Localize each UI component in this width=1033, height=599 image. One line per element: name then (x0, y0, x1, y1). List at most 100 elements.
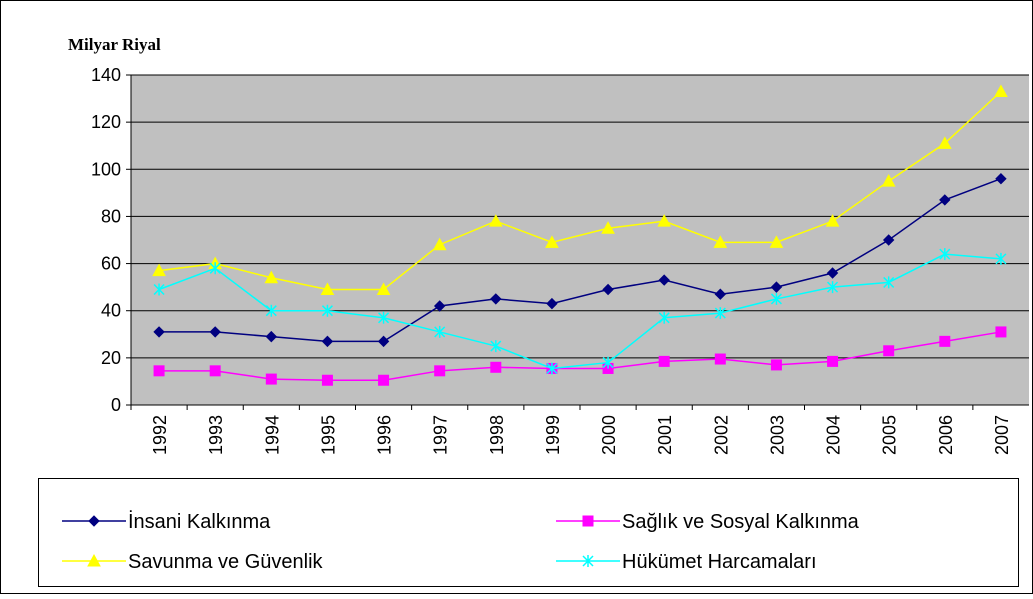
x-tick-label: 1997 (431, 415, 451, 455)
marker (939, 248, 951, 261)
marker (714, 353, 726, 365)
marker (378, 311, 390, 324)
marker (209, 365, 221, 377)
marker (321, 374, 333, 386)
series-line (158, 90, 1002, 291)
marker (714, 288, 727, 300)
marker (770, 359, 782, 371)
marker (939, 335, 951, 347)
marker (827, 355, 839, 367)
marker (490, 340, 502, 353)
marker (265, 304, 277, 317)
x-tick-label: 1995 (318, 415, 338, 455)
marker (490, 293, 502, 305)
marker (582, 555, 594, 567)
marker (883, 276, 895, 289)
x-tick-label: 2007 (992, 415, 1012, 455)
legend-label: Hükümet Harcamaları (622, 551, 817, 573)
marker (546, 362, 558, 375)
marker (995, 252, 1007, 265)
marker (770, 292, 782, 305)
marker (433, 300, 446, 312)
marker (321, 304, 333, 317)
x-tick-label: 1994 (262, 415, 282, 455)
marker (995, 326, 1007, 338)
x-tick-label: 1996 (375, 415, 395, 455)
marker (87, 553, 101, 567)
marker (434, 365, 446, 377)
marker (826, 267, 839, 279)
marker (546, 297, 558, 310)
marker (602, 356, 614, 369)
x-tick-label: 2006 (936, 415, 956, 455)
marker (488, 214, 503, 227)
marker (152, 263, 166, 277)
x-tick-label: 1992 (150, 415, 170, 455)
marker (827, 281, 839, 294)
y-tick-label: 80 (101, 206, 121, 226)
marker (153, 365, 165, 377)
marker (883, 345, 895, 357)
legend (38, 478, 1019, 587)
x-tick-label: 2005 (880, 415, 900, 455)
x-tick-label: 1999 (543, 415, 563, 455)
marker (770, 281, 783, 293)
marker (601, 221, 615, 234)
marker (434, 325, 446, 338)
x-tick-label: 2003 (767, 415, 787, 455)
marker (602, 283, 614, 296)
marker (264, 270, 279, 284)
x-tick-label: 2004 (824, 415, 844, 455)
plot-area (131, 75, 1029, 405)
x-tick-label: 2002 (711, 415, 731, 455)
marker (713, 235, 728, 248)
marker (153, 283, 165, 296)
marker (881, 174, 896, 187)
marker (209, 326, 221, 338)
marker (658, 355, 670, 367)
x-tick-label: 1993 (206, 415, 226, 455)
x-tick-label: 2001 (655, 415, 675, 455)
legend-label: Savunma ve Güvenlik (128, 551, 324, 573)
marker (432, 237, 447, 251)
marker (265, 373, 277, 385)
marker (825, 214, 840, 227)
x-tick-label: 2000 (599, 415, 619, 455)
y-tick-label: 20 (101, 348, 121, 368)
marker (378, 374, 390, 386)
marker (320, 282, 335, 295)
marker (657, 214, 672, 227)
y-tick-label: 140 (91, 65, 121, 85)
marker (882, 234, 895, 246)
marker (937, 136, 952, 149)
marker (265, 330, 278, 343)
marker (658, 311, 670, 324)
marker (376, 282, 391, 295)
marker (939, 194, 951, 206)
marker (377, 335, 390, 348)
y-tick-label: 40 (101, 301, 121, 321)
marker (714, 307, 726, 320)
legend-label: Sağlık ve Sosyal Kalkınma (622, 511, 860, 533)
marker (582, 515, 594, 527)
y-tick-label: 100 (91, 159, 121, 179)
legend-label: İnsani Kalkınma (128, 510, 271, 533)
marker (209, 262, 221, 275)
y-tick-label: 0 (111, 395, 121, 415)
series-line (159, 178, 1002, 343)
marker (545, 235, 559, 248)
marker (88, 515, 100, 527)
marker (994, 84, 1008, 97)
x-tick-label: 1998 (487, 415, 507, 455)
y-axis-label: Milyar Riyal (68, 35, 161, 54)
y-tick-label: 60 (101, 254, 121, 274)
series-line (159, 331, 1002, 381)
series-line (158, 253, 1002, 370)
y-tick-label: 120 (91, 112, 121, 132)
marker (658, 274, 670, 286)
marker (769, 235, 784, 248)
marker (153, 326, 165, 338)
marker (321, 335, 334, 348)
marker (490, 361, 502, 373)
